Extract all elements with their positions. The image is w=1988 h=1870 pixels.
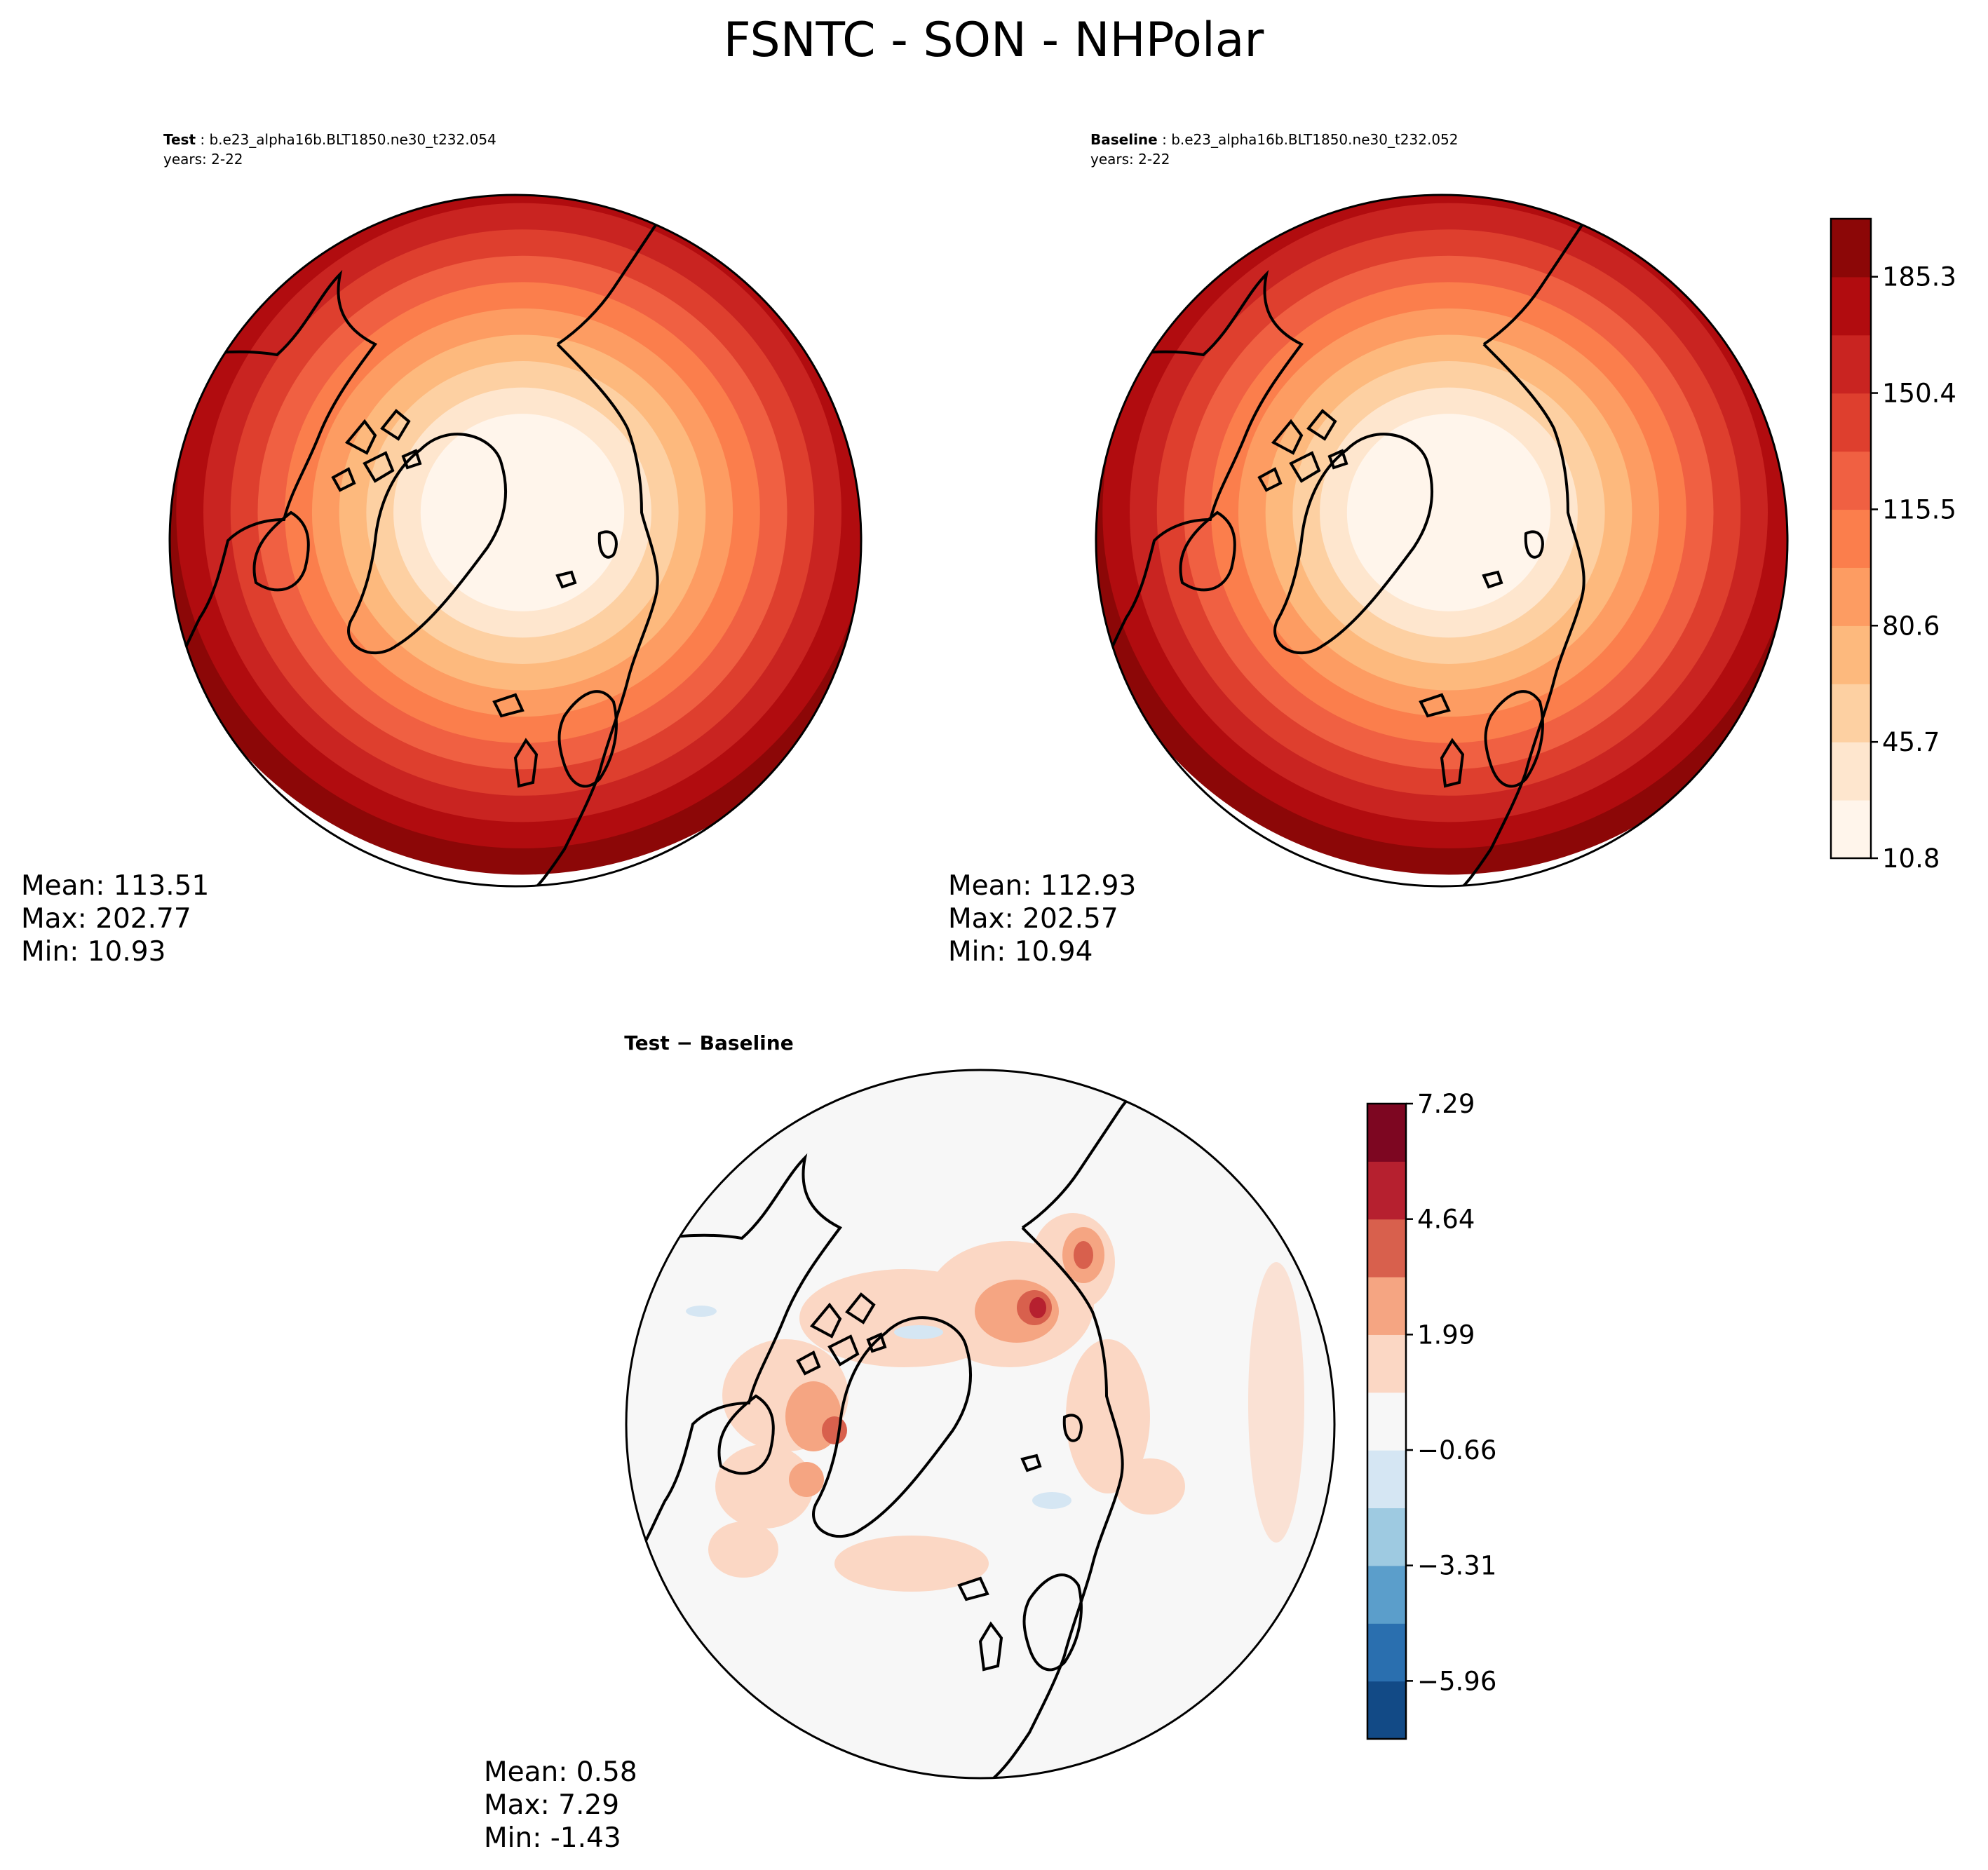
test-title: Test : b.e23_alpha16b.BLT1850.ne30_t232.… — [163, 131, 496, 148]
colorbar-segment — [1367, 1161, 1406, 1220]
baseline-map — [1096, 195, 1787, 886]
colorbar-tick-label: 45.7 — [1882, 727, 1940, 757]
anomaly-patch — [834, 1536, 989, 1592]
colorbar-segment — [1367, 1507, 1406, 1566]
baseline-mean: Mean: 112.93 — [948, 870, 1136, 902]
anomaly-patch — [1074, 1241, 1093, 1269]
colorbar-segment — [1831, 625, 1871, 684]
colorbar-segment — [1831, 334, 1871, 394]
anomaly-patch — [1115, 1458, 1185, 1515]
colorbar-segment — [1367, 1623, 1406, 1682]
colorbar-segment — [1831, 684, 1871, 743]
anomaly-patch — [686, 1306, 717, 1317]
colorbar-tick-label: 115.5 — [1882, 494, 1956, 524]
test-panel: Test : b.e23_alpha16b.BLT1850.ne30_t232.… — [21, 131, 863, 968]
colorbar-tick-label: 80.6 — [1882, 611, 1940, 641]
difference-anomalies — [686, 1213, 1304, 1592]
colorbar-tick-label: −0.66 — [1417, 1435, 1496, 1465]
colorbar-tick-label: 7.29 — [1417, 1089, 1475, 1119]
colorbar-tick-label: 150.4 — [1882, 379, 1956, 409]
colorbar-segment — [1831, 800, 1871, 859]
colorbar-segment — [1367, 1104, 1406, 1162]
colorbar-segment — [1831, 219, 1871, 278]
colorbar-segment — [1367, 1334, 1406, 1393]
colorbar-segment — [1831, 742, 1871, 801]
difference-mean: Mean: 0.58 — [484, 1756, 637, 1788]
baseline-min: Min: 10.94 — [948, 936, 1093, 968]
main-colorbar: 10.8 45.7 80.6 115.5 150.4 185.3 — [1830, 217, 1956, 874]
difference-map — [626, 1070, 1334, 1778]
colorbar-segment — [1367, 1392, 1406, 1451]
difference-map-frame — [625, 1069, 1336, 1780]
difference-min: Min: -1.43 — [484, 1822, 621, 1854]
baseline-title: Baseline : b.e23_alpha16b.BLT1850.ne30_t… — [1090, 131, 1459, 148]
test-map — [170, 195, 861, 886]
colorbar-tick-label: 1.99 — [1417, 1320, 1475, 1350]
colorbar-segment — [1831, 567, 1871, 626]
colorbar-segment — [1831, 276, 1871, 336]
colorbar-segment — [1367, 1565, 1406, 1624]
difference-background — [626, 1070, 1334, 1778]
baseline-contours — [1096, 195, 1787, 875]
anomaly-patch — [715, 1444, 813, 1529]
colorbar-tick-label: 4.64 — [1417, 1205, 1475, 1235]
anomaly-patch — [1248, 1262, 1304, 1543]
test-map-frame — [168, 194, 863, 888]
test-contours — [170, 195, 861, 875]
colorbar-tick-label: 185.3 — [1882, 262, 1956, 292]
test-min: Min: 10.93 — [21, 936, 165, 968]
baseline-panel: Baseline : b.e23_alpha16b.BLT1850.ne30_t… — [948, 131, 1789, 968]
anomaly-patch — [894, 1325, 943, 1339]
colorbar-tick-label: 10.8 — [1882, 843, 1940, 874]
difference-max: Max: 7.29 — [484, 1789, 619, 1821]
figure-title: FSNTC - SON - NHPolar — [724, 13, 1264, 68]
baseline-map-frame — [1095, 194, 1789, 888]
colorbar-tick-label: −3.31 — [1417, 1551, 1496, 1581]
anomaly-patch — [1029, 1297, 1046, 1318]
colorbar-tick-label: −5.96 — [1417, 1666, 1496, 1696]
difference-title: Test − Baseline — [624, 1031, 793, 1055]
baseline-max: Max: 202.57 — [948, 903, 1118, 935]
colorbar-frame — [1366, 1102, 1407, 1740]
test-mean: Mean: 113.51 — [21, 870, 209, 902]
colorbar-segment — [1367, 1277, 1406, 1335]
contour-level — [420, 414, 625, 611]
colorbar-segment — [1831, 393, 1871, 452]
difference-panel: Test − Baseline — [484, 1031, 1336, 1854]
colorbar-segment — [1831, 509, 1871, 568]
anomaly-patch — [789, 1462, 824, 1497]
difference-colorbar: −5.96 −3.31 −0.66 1.99 4.64 7.29 — [1366, 1089, 1496, 1740]
colorbar-segment — [1367, 1681, 1406, 1740]
baseline-years: years: 2-22 — [1090, 151, 1170, 168]
contour-level — [1346, 414, 1551, 611]
test-max: Max: 202.77 — [21, 903, 191, 935]
anomaly-patch — [822, 1416, 847, 1444]
anomaly-patch — [708, 1522, 778, 1578]
anomaly-patch — [1032, 1492, 1071, 1509]
anomaly-patch — [1066, 1339, 1150, 1493]
colorbar-segment — [1831, 451, 1871, 510]
colorbar-segment — [1367, 1450, 1406, 1509]
colorbar-segment — [1367, 1219, 1406, 1278]
colorbar-frame — [1830, 217, 1872, 860]
test-years: years: 2-22 — [163, 151, 243, 168]
